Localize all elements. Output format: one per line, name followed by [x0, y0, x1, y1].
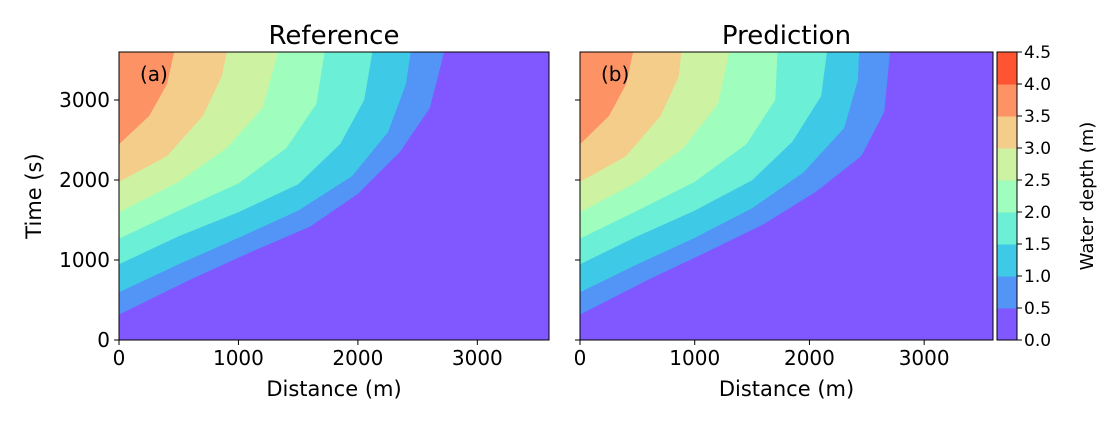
panel-label: (a) — [140, 62, 168, 86]
contour-bands — [119, 52, 445, 315]
colorbar-tick-label: 1.5 — [1024, 235, 1051, 255]
x-tick-label: 3000 — [452, 346, 503, 370]
colorbar-tick-label: 1.0 — [1024, 267, 1051, 287]
x-tick-label: 3000 — [899, 346, 950, 370]
x-tick-label: 1000 — [669, 346, 720, 370]
y-tick-label: 2000 — [59, 168, 110, 192]
colorbar-tick-label: 2.5 — [1024, 171, 1051, 191]
plot-frame — [579, 51, 994, 341]
colorbar-segment — [997, 52, 1017, 85]
colorbar-segment — [997, 212, 1017, 245]
y-tick-label: 3000 — [59, 88, 110, 112]
colorbar-segment — [997, 308, 1017, 341]
colorbar-tick-label: 0.5 — [1024, 299, 1051, 319]
colorbar-segment — [997, 180, 1017, 213]
colorbar-tick-label: 3.5 — [1024, 107, 1051, 127]
colorbar-frame — [996, 51, 1018, 341]
y-tick-label: 1000 — [59, 248, 110, 272]
x-tick-label: 2000 — [332, 346, 383, 370]
plot-panel-prediction: 0 1000 2000 3000 Prediction (b) Distance (m) — [574, 21, 994, 401]
colorbar-tick-label: 4.0 — [1024, 75, 1051, 95]
colorbar-tick-label: 2.0 — [1024, 203, 1051, 223]
colorbar: 0.0 0.5 1.0 1.5 2.0 2.5 3.0 3.5 4.0 4.5 Water dept… — [996, 43, 1098, 351]
colorbar-segment — [997, 84, 1017, 117]
x-axis-label: Distance (m) — [719, 377, 854, 401]
y-axis-label: Time (s) — [22, 153, 46, 239]
plot-frame — [118, 51, 550, 341]
colorbar-tick-label: 4.5 — [1024, 43, 1051, 63]
colorbar-segment — [997, 148, 1017, 181]
colorbar-tick-label: 3.0 — [1024, 139, 1051, 159]
x-tick-label: 0 — [574, 346, 587, 370]
colorbar-label: Water depth (m) — [1077, 122, 1098, 271]
colorbar-segment — [997, 276, 1017, 309]
colorbar-segment — [997, 244, 1017, 277]
contour-bands — [580, 52, 891, 315]
x-axis-label: Distance (m) — [266, 377, 401, 401]
colorbar-segment — [997, 116, 1017, 149]
panel-title: Prediction — [722, 21, 851, 51]
y-tick-label: 0 — [97, 328, 110, 352]
panel-label: (b) — [601, 62, 629, 86]
contour-band-7 — [580, 52, 634, 145]
x-tick-label: 0 — [113, 346, 126, 370]
contour-band-7 — [119, 52, 175, 145]
panel-title: Reference — [269, 21, 400, 51]
x-tick-label: 1000 — [213, 346, 264, 370]
x-tick-label: 2000 — [784, 346, 835, 370]
colorbar-tick-label: 0.0 — [1024, 331, 1051, 351]
plot-panel-reference: 0 1000 2000 3000 0 1000 2000 3000 Reference (a) Di… — [22, 21, 550, 401]
